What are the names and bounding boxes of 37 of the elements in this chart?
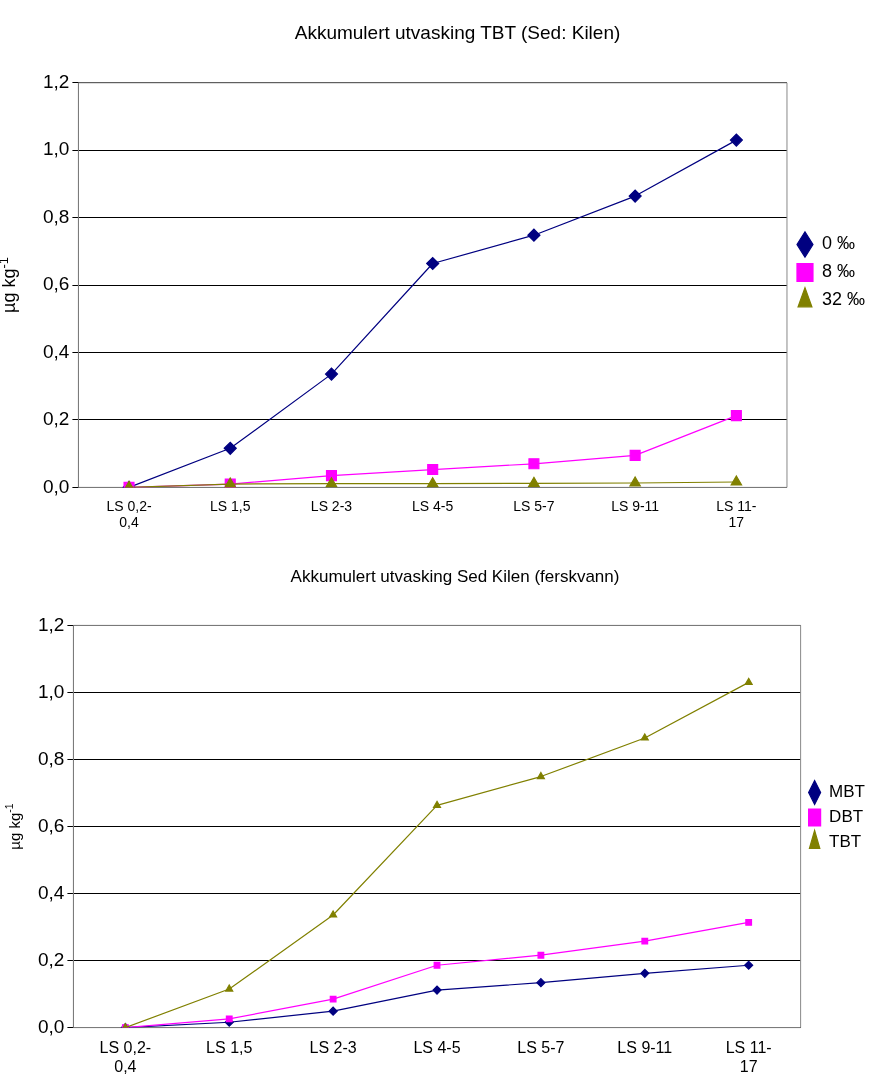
legend-label: MBT bbox=[829, 782, 866, 802]
x-tick-label: LS 4-5 bbox=[412, 497, 454, 514]
x-tick-label: LS 11-17 bbox=[716, 497, 757, 531]
y-tick-label: 0,0 bbox=[37, 1015, 65, 1037]
x-tick-label: LS 2-3 bbox=[309, 1038, 357, 1056]
x-tick-label: LS 0,2-0,4 bbox=[99, 1038, 152, 1075]
chart-title: Akkumulert utvasking Sed Kilen (ferskvann) bbox=[290, 566, 620, 586]
y-tick-label: 0,4 bbox=[37, 881, 65, 903]
x-tick-label: LS 9-11 bbox=[617, 1038, 673, 1056]
x-tick-label: LS 1,5 bbox=[206, 1038, 253, 1056]
y-tick-label: 0,8 bbox=[37, 747, 65, 769]
y-tick-label: 1,0 bbox=[37, 680, 65, 702]
legend-label: TBT bbox=[829, 832, 862, 852]
x-tick-label: LS 11-17 bbox=[725, 1038, 772, 1075]
legend-label: 8 ‰ bbox=[821, 261, 855, 282]
y-tick-label: 0,6 bbox=[42, 273, 70, 295]
legend-label: 0 ‰ bbox=[821, 233, 855, 254]
x-tick-label: LS 0,2-0,4 bbox=[106, 497, 152, 531]
chart-title: Akkumulert utvasking TBT (Sed: Kilen) bbox=[294, 21, 621, 43]
y-tick-label: 0,0 bbox=[42, 475, 70, 497]
legend-label: 32 ‰ bbox=[821, 289, 866, 310]
y-axis-title: µg kg-1 bbox=[3, 803, 23, 850]
y-tick-label: 0,2 bbox=[42, 408, 70, 430]
y-tick-label: 0,4 bbox=[42, 340, 70, 362]
x-tick-label: LS 5-7 bbox=[513, 497, 555, 514]
x-tick-label: LS 5-7 bbox=[517, 1038, 565, 1056]
legend-label: DBT bbox=[829, 807, 864, 827]
y-tick-label: 1,2 bbox=[42, 71, 70, 93]
x-tick-label: LS 1,5 bbox=[210, 497, 251, 514]
y-tick-label: 1,0 bbox=[42, 138, 70, 160]
x-tick-label: LS 2-3 bbox=[310, 497, 353, 514]
x-tick-label: LS 4-5 bbox=[413, 1038, 461, 1056]
y-tick-label: 0,2 bbox=[37, 948, 65, 970]
y-tick-label: 0,6 bbox=[37, 814, 65, 836]
y-tick-label: 0,8 bbox=[42, 205, 70, 227]
y-tick-label: 1,2 bbox=[37, 613, 65, 635]
x-tick-label: LS 9-11 bbox=[611, 497, 660, 514]
